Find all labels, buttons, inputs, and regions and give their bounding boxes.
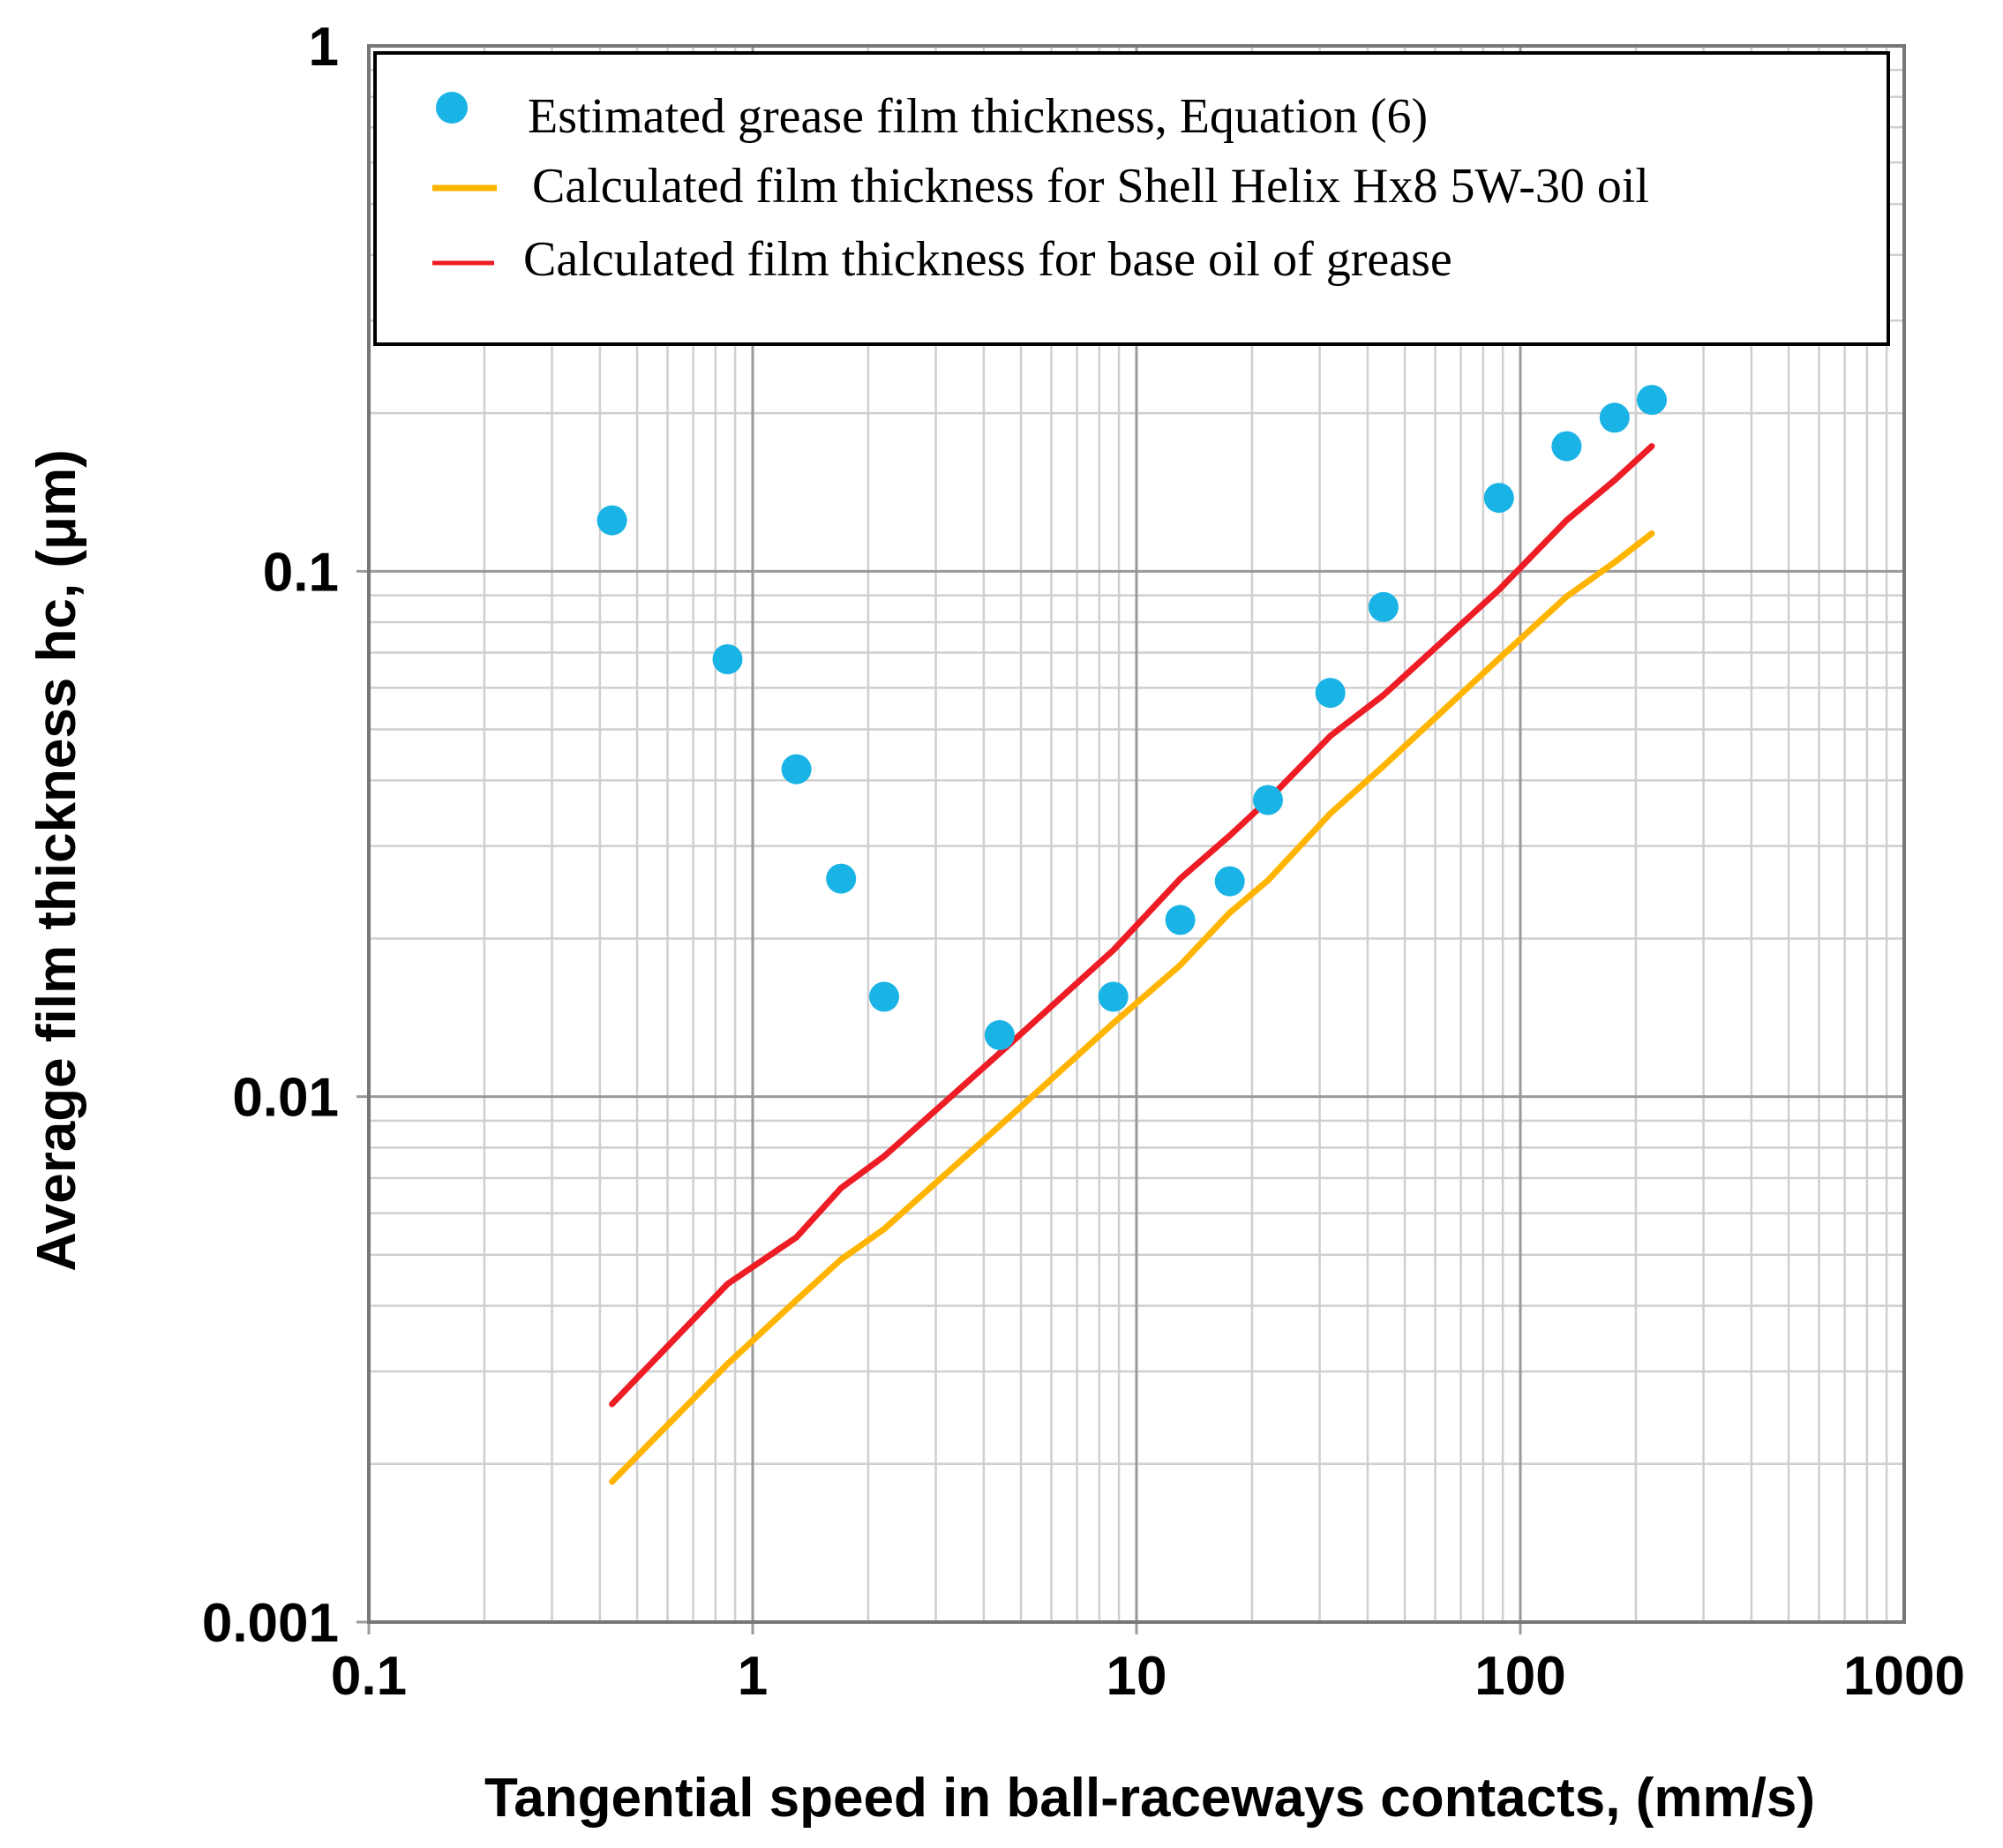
x-axis-title: Tangential speed in ball-raceways contac… [484, 1768, 1815, 1829]
x-tick-label: 10 [1107, 1646, 1167, 1707]
data-point [781, 754, 812, 785]
legend-label-base-oil: Calculated film thickness for base oil o… [523, 232, 1452, 287]
data-point [869, 981, 899, 1012]
data-point [712, 644, 743, 674]
series-line-1 [609, 530, 1655, 1485]
series-lines [609, 443, 1655, 1485]
legend-box [373, 51, 1890, 346]
data-point [1483, 483, 1514, 514]
legend: Estimated grease film thickness, Equatio… [373, 51, 1890, 346]
data-point [596, 505, 627, 536]
y-tick-label: 0.1 [263, 542, 339, 603]
plot-frame [367, 44, 1906, 1624]
data-point [1098, 981, 1129, 1012]
y-tick-label: 0.001 [202, 1593, 339, 1654]
y-tick-label: 1 [309, 17, 339, 78]
y-tick-label: 0.01 [232, 1068, 339, 1129]
x-tick-labels: 0.1 1 10 100 1000 [331, 1646, 1965, 1707]
legend-label-shell-oil: Calculated film thickness for Shell Heli… [532, 159, 1649, 214]
data-point [1214, 866, 1245, 897]
data-point [1637, 385, 1667, 416]
y-axis-title: Average film thickness hc, (μm) [26, 449, 87, 1271]
legend-label-grease: Estimated grease film thickness, Equatio… [528, 89, 1428, 144]
data-point [984, 1019, 1015, 1050]
x-tick-label: 1 [738, 1646, 768, 1707]
data-point [1315, 678, 1346, 709]
data-point [1165, 905, 1196, 935]
x-tick-label: 0.1 [331, 1646, 407, 1707]
x-tick-label: 1000 [1843, 1646, 1965, 1707]
data-point [1368, 591, 1399, 622]
data-point [1599, 402, 1630, 433]
x-tick-label: 100 [1474, 1646, 1565, 1707]
y-tick-labels: 0.001 0.01 0.1 1 [202, 17, 339, 1654]
series-points [596, 385, 1667, 1050]
data-point [1551, 431, 1582, 462]
series-line-2 [609, 443, 1655, 1408]
data-point [826, 863, 857, 894]
data-point [1253, 785, 1283, 815]
legend-marker-grease [436, 92, 468, 124]
